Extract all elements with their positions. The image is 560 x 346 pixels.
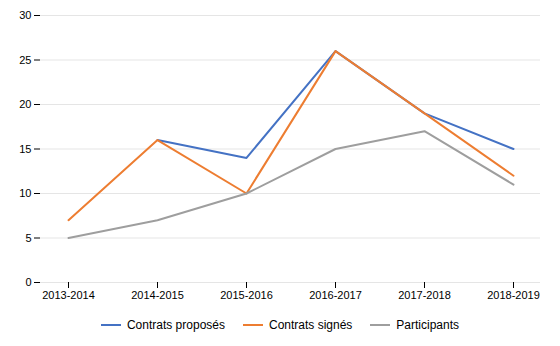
svg-text:20: 20	[19, 98, 31, 110]
svg-text:2015-2016: 2015-2016	[220, 289, 273, 301]
svg-text:25: 25	[19, 54, 31, 66]
svg-text:2017-2018: 2017-2018	[398, 289, 451, 301]
svg-text:0: 0	[25, 276, 31, 288]
html-text:Contrats proposés: Contrats proposés	[126, 318, 225, 332]
svg-text:2014-2015: 2014-2015	[131, 289, 184, 301]
html-text:Participants: Participants	[396, 318, 460, 332]
svg-text:10: 10	[19, 187, 31, 199]
svg-text:30: 30	[19, 9, 31, 21]
html-text:Contrats signés: Contrats signés	[269, 318, 353, 332]
svg-text:2013-2014: 2013-2014	[42, 289, 95, 301]
svg-text:5: 5	[25, 232, 31, 244]
svg-text:2018-2019: 2018-2019	[487, 289, 540, 301]
svg-text:15: 15	[19, 143, 31, 155]
svg-text:2016-2017: 2016-2017	[309, 289, 362, 301]
